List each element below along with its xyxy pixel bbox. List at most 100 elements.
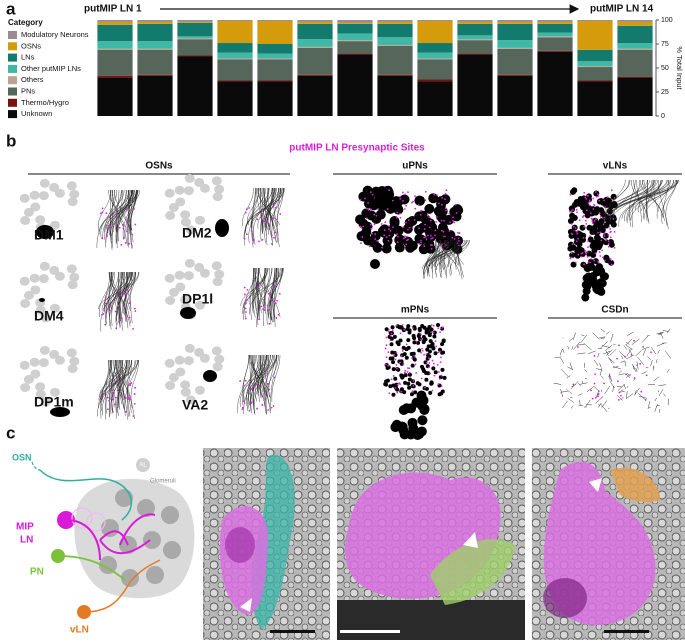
presynaptic-site [266, 382, 269, 385]
presynaptic-site [640, 390, 643, 393]
soma [598, 207, 605, 214]
arrow-start-label: putMIP LN 1 [84, 4, 142, 15]
presynaptic-site [439, 327, 442, 330]
presynaptic-site [425, 353, 428, 355]
bar-segment [457, 53, 493, 55]
target-glomerulus [50, 407, 70, 417]
presynaptic-site [414, 195, 417, 198]
presynaptic-site [633, 377, 636, 379]
bar-segment [617, 49, 653, 77]
neuron-fibers [603, 179, 679, 230]
presynaptic-site [275, 317, 278, 319]
soma [393, 376, 398, 381]
soma [394, 242, 405, 253]
presynaptic-site [374, 233, 377, 235]
presynaptic-site [112, 223, 115, 226]
bar-segment [577, 20, 613, 21]
soma [428, 193, 439, 204]
legend-label: OSNs [21, 41, 41, 50]
presynaptic-site [264, 372, 267, 374]
presynaptic-site [432, 331, 435, 334]
presynaptic-site [612, 217, 615, 220]
glomerulus [194, 262, 205, 272]
presynaptic-site [366, 207, 369, 210]
presynaptic-site [396, 211, 399, 214]
presynaptic-site [245, 233, 248, 236]
presynaptic-site [452, 219, 454, 222]
soma [431, 346, 436, 351]
presynaptic-site [399, 216, 402, 219]
presynaptic-site [458, 232, 461, 234]
bar-segment [617, 76, 653, 78]
glomerulus [40, 313, 51, 323]
soma [584, 279, 593, 288]
soma [436, 199, 447, 210]
glomerulus [180, 217, 191, 227]
soma [422, 325, 427, 330]
bar-segment [297, 46, 333, 48]
glomerulus [29, 190, 40, 200]
presynaptic-site [101, 313, 103, 316]
presynaptic-site [594, 218, 597, 221]
presynaptic-site [417, 242, 420, 245]
presynaptic-site [442, 326, 444, 329]
presynaptic-site [394, 358, 397, 361]
presynaptic-site [444, 198, 446, 201]
glomerulus [211, 176, 222, 186]
presynaptic-site [603, 235, 606, 237]
soma [363, 198, 374, 209]
presynaptic-site [440, 219, 443, 222]
bar-segment [417, 20, 453, 44]
presynaptic-site [133, 393, 136, 395]
presynaptic-site [423, 245, 426, 248]
presynaptic-site [271, 217, 274, 220]
presynaptic-site [394, 387, 397, 389]
bar-segment [577, 20, 613, 50]
bar-segment [297, 39, 333, 47]
presynaptic-site [242, 406, 244, 409]
presynaptic-site [587, 261, 590, 263]
presynaptic-site [405, 221, 408, 224]
presynaptic-site [129, 384, 132, 387]
presynaptic-site [588, 204, 591, 207]
presynaptic-site [444, 192, 447, 195]
presynaptic-site [385, 336, 388, 339]
presynaptic-site [111, 392, 114, 394]
presynaptic-site [585, 252, 588, 255]
presynaptic-site [104, 323, 107, 326]
glomerulus [168, 372, 179, 382]
presynaptic-site [398, 382, 401, 385]
presynaptic-site [610, 259, 613, 262]
presynaptic-site [116, 378, 119, 381]
soma [416, 400, 427, 411]
soma [431, 366, 436, 371]
presynaptic-site [583, 191, 586, 194]
glomerulus [180, 387, 191, 397]
presynaptic-site [267, 292, 270, 295]
presynaptic-site [597, 193, 599, 196]
presynaptic-site [407, 367, 409, 369]
legend-swatch [8, 42, 17, 51]
presynaptic-site [633, 339, 635, 342]
presynaptic-site [617, 399, 620, 401]
presynaptic-site [126, 315, 129, 318]
presynaptic-site [127, 396, 130, 399]
presynaptic-site [267, 309, 270, 311]
presynaptic-site [369, 223, 372, 226]
presynaptic-site [431, 237, 434, 239]
presynaptic-site [610, 230, 612, 233]
presynaptic-site [584, 219, 587, 222]
presynaptic-site [107, 408, 109, 411]
presynaptic-site [408, 226, 411, 229]
presynaptic-site [412, 380, 415, 382]
presynaptic-site [104, 296, 107, 299]
bar-segment [217, 43, 253, 53]
bar-segment [537, 36, 573, 38]
presynaptic-site [423, 228, 426, 230]
presynaptic-site [385, 356, 388, 359]
presynaptic-site [369, 191, 372, 194]
presynaptic-site [623, 355, 626, 358]
presynaptic-site [575, 208, 578, 211]
soma [406, 324, 411, 329]
